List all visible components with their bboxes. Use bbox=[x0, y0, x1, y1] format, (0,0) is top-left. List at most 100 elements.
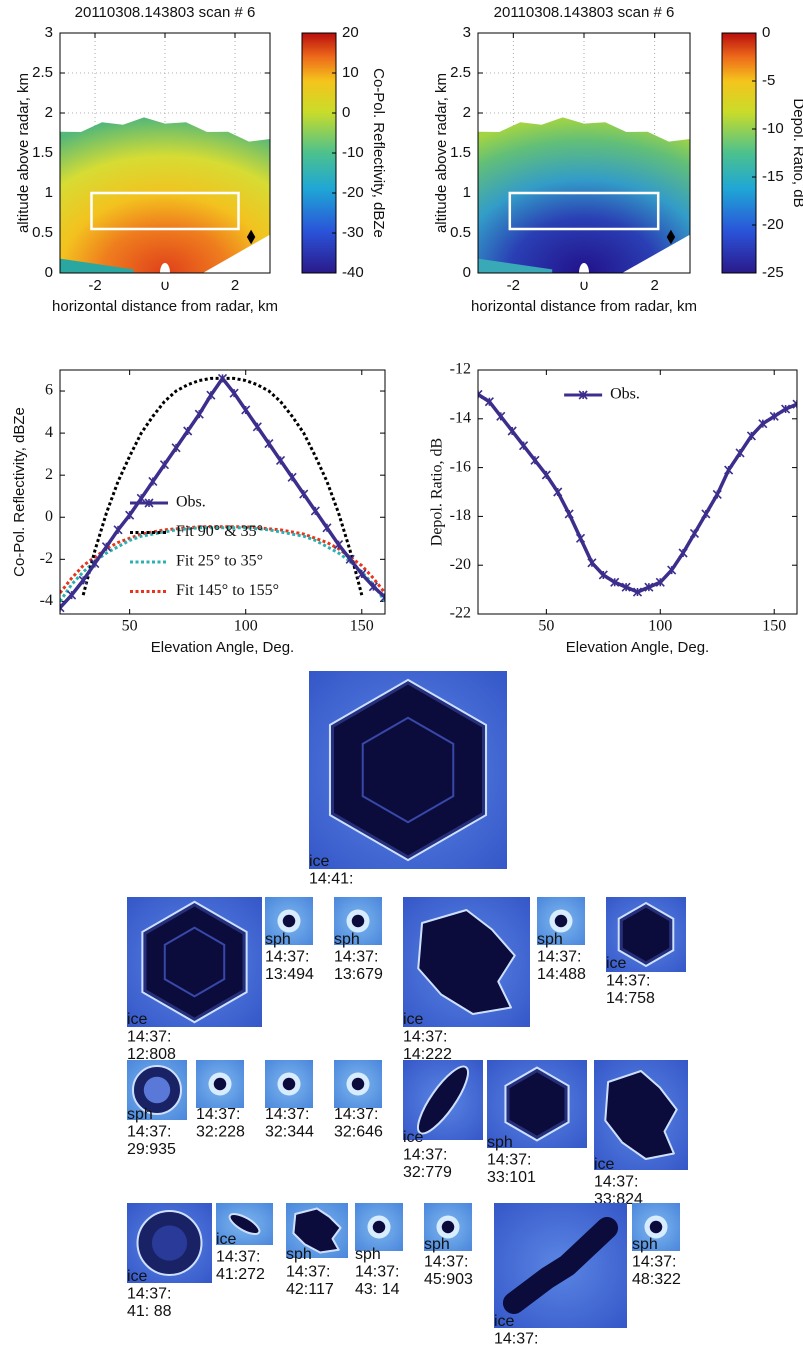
y-tick-label: 4 bbox=[45, 424, 53, 441]
plot-area bbox=[60, 373, 385, 613]
y-axis-label: altitude above radar, km bbox=[433, 73, 450, 233]
crystal-class: sph bbox=[334, 931, 360, 948]
colorbar-tick-label: 20 bbox=[342, 24, 359, 41]
y-tick-label: 0.5 bbox=[450, 224, 471, 241]
y-axis-label: altitude above radar, km bbox=[15, 73, 32, 233]
crystal-image bbox=[196, 1060, 244, 1108]
crystal-time: 14:37: bbox=[127, 1029, 171, 1046]
blocked-sector bbox=[202, 234, 270, 273]
data-point bbox=[735, 448, 745, 458]
crystal-time: 45:903 bbox=[424, 1271, 473, 1288]
y-tick-label: 1.5 bbox=[450, 144, 471, 161]
data-point bbox=[252, 422, 262, 432]
crystal-image bbox=[334, 1060, 382, 1108]
x-tick-label: 2 bbox=[650, 277, 658, 294]
crystal-class: sph bbox=[286, 1246, 312, 1263]
crystal-body bbox=[143, 903, 246, 1021]
data-point bbox=[519, 441, 529, 451]
y-tick-label: -12 bbox=[450, 361, 471, 378]
crystal-class: ice bbox=[594, 1156, 615, 1173]
crystal-time: 14:488 bbox=[537, 966, 586, 983]
crystal-body bbox=[441, 1220, 455, 1234]
x-axis-label: horizontal distance from radar, km bbox=[52, 298, 278, 315]
crystal-body bbox=[417, 1065, 469, 1135]
crystal-time: 14:37: bbox=[196, 1106, 240, 1123]
radar-image bbox=[478, 117, 690, 283]
x-tick-label: 50 bbox=[538, 618, 554, 635]
y-tick-label: 3 bbox=[45, 24, 53, 41]
crystal-class: ice bbox=[216, 1231, 237, 1248]
ground-clutter bbox=[478, 258, 553, 273]
data-point bbox=[758, 419, 768, 429]
data-point bbox=[598, 570, 608, 580]
crystal-image bbox=[286, 1203, 348, 1258]
data-point bbox=[287, 472, 297, 482]
y-tick-label: 0 bbox=[463, 264, 471, 281]
crystal-body bbox=[282, 914, 296, 928]
crystal-time: 13:494 bbox=[265, 966, 314, 983]
crystal-class: ice bbox=[127, 1011, 148, 1028]
marker-diamond bbox=[246, 229, 256, 245]
colorbar-tick-label: -15 bbox=[762, 168, 784, 185]
crystal-image bbox=[537, 897, 585, 945]
x-axis-label: Elevation Angle, Deg. bbox=[151, 639, 294, 656]
x-axis-label: Elevation Angle, Deg. bbox=[566, 639, 709, 656]
plot-frame bbox=[477, 369, 798, 615]
crystal-time: 14:37: bbox=[265, 1106, 309, 1123]
y-tick-label: -4 bbox=[40, 592, 53, 609]
crystal-class: ice bbox=[309, 853, 330, 870]
y-tick-label: 0 bbox=[45, 264, 53, 281]
x-tick-label: 2 bbox=[231, 277, 239, 294]
data-point bbox=[792, 399, 797, 409]
data-point bbox=[322, 523, 332, 533]
data-point bbox=[113, 525, 123, 535]
data-point bbox=[90, 558, 100, 569]
data-point bbox=[148, 476, 158, 487]
data-point bbox=[667, 565, 677, 575]
crystal-time: 32:228 bbox=[196, 1124, 245, 1141]
y-tick-label: 2.5 bbox=[32, 64, 53, 81]
data-point bbox=[368, 582, 378, 592]
analysis-box bbox=[90, 191, 240, 231]
crystal-time: 48:322 bbox=[632, 1271, 681, 1288]
crystal-image bbox=[309, 671, 507, 869]
crystal-time: 41:272 bbox=[216, 1266, 265, 1283]
echo-region bbox=[478, 117, 690, 274]
colorbar-tick-label: -5 bbox=[762, 72, 775, 89]
y-tick-label: 0 bbox=[45, 508, 53, 525]
data-point bbox=[159, 460, 170, 470]
crystal-time: 32:779 bbox=[403, 1164, 452, 1181]
crystal-inner bbox=[361, 716, 455, 824]
crystal-time: 14:37: bbox=[355, 1264, 399, 1281]
y-tick-label: 2 bbox=[463, 104, 471, 121]
data-point bbox=[357, 569, 367, 579]
crystal-class: sph bbox=[537, 931, 563, 948]
crystal-time: 14:37: bbox=[403, 1147, 447, 1164]
y-tick-label: 1 bbox=[463, 184, 471, 201]
colorbar-tick-label: -10 bbox=[342, 144, 364, 161]
data-point bbox=[496, 411, 506, 421]
x-tick-label: 50 bbox=[122, 618, 138, 635]
crystal-image bbox=[265, 1060, 313, 1108]
data-point bbox=[587, 558, 597, 568]
y-axis-label: Depol. Ratio, dB bbox=[429, 438, 446, 546]
crystal-time: 14:37: bbox=[286, 1264, 330, 1281]
crystal-body bbox=[502, 1217, 619, 1314]
crystal-image bbox=[487, 1060, 587, 1148]
crystal-time: 14:37: bbox=[127, 1124, 171, 1141]
chart-title: 20110308.143803 scan # 6 bbox=[494, 4, 675, 21]
y-tick-label: 1 bbox=[45, 184, 53, 201]
data-point bbox=[194, 409, 204, 419]
data-point bbox=[310, 506, 320, 516]
crystal-class: sph bbox=[632, 1236, 658, 1253]
data-point bbox=[564, 509, 574, 519]
x-axis-label: horizontal distance from radar, km bbox=[471, 298, 697, 315]
y-tick-label: -20 bbox=[450, 556, 471, 573]
series-line bbox=[60, 526, 385, 603]
data-point bbox=[478, 389, 483, 399]
colorbar bbox=[721, 32, 757, 274]
colorbar-tick-label: -10 bbox=[762, 120, 784, 137]
data-point bbox=[334, 540, 344, 550]
